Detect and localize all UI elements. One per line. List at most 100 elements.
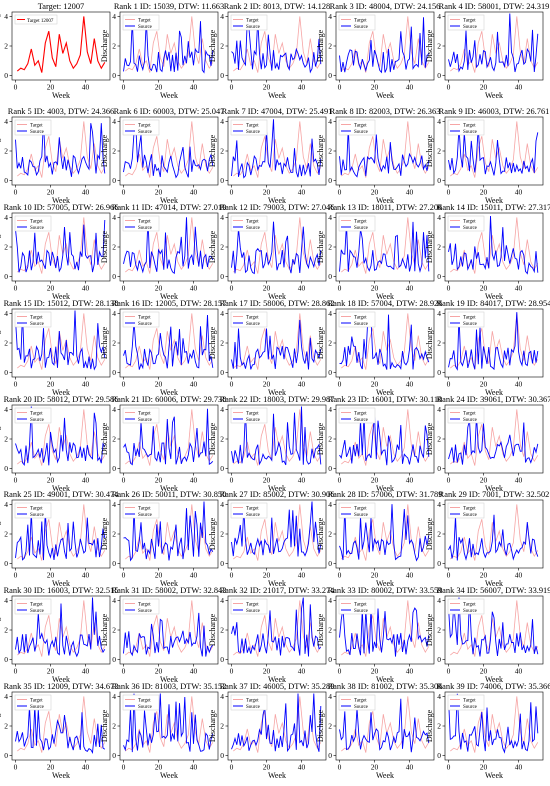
legend-box [14,14,58,25]
x-axis-label: Week [160,292,178,301]
y-tick-label: 0 [328,464,332,473]
y-tick-label: 2 [437,243,441,252]
y-axis-label: Discharge [0,422,1,455]
legend-label: Target [138,699,151,704]
y-axis-label: Discharge [425,422,434,455]
x-tick-label: 20 [155,571,163,580]
source-series-line [231,221,322,275]
x-axis-label: Week [485,292,503,301]
x-tick-label: 20 [480,476,488,485]
x-tick-label: 40 [406,284,414,293]
panel-title: Rank 24 ID: 39061, DTW: 30.367 [437,395,550,404]
x-tick-label: 20 [47,571,55,580]
legend-label: Target [354,220,367,225]
panel-title: Rank 13 ID: 18011, DTW: 27.206 [328,203,443,212]
y-tick-label: 2 [328,243,332,252]
legend-label: Target [463,124,476,129]
legend-label: Source [246,418,261,423]
legend-label: Target [246,507,259,512]
y-tick-label: 4 [4,405,8,414]
panel-title: Rank 37 ID: 46005, DTW: 35.289 [220,682,335,691]
target-series-line [450,409,539,466]
x-tick-label: 40 [298,380,306,389]
x-tick-label: 20 [480,763,488,772]
x-tick-label: 40 [298,476,306,485]
target-series-line [17,504,106,561]
source-series-line [15,705,106,755]
y-tick-label: 0 [328,655,332,664]
y-tick-label: 2 [112,339,116,348]
y-tick-label: 0 [328,368,332,377]
target-series-line [233,504,322,561]
legend-label: Target [30,220,43,225]
x-tick-label: 20 [155,284,163,293]
legend-label: Target [30,124,43,129]
x-tick-label: 0 [14,284,18,293]
x-tick-label: 20 [371,667,379,676]
legend-label: Target [246,220,259,225]
x-tick-label: 40 [82,188,90,197]
legend-label: Target [463,19,476,24]
source-series-line [448,693,539,754]
legend-label: Target [354,603,367,608]
legend-label: Target [246,699,259,704]
target-series-line [125,313,214,370]
rank-panel-39: Rank 39 ID: 74006, DTW: 35.366 0 20 40 0 2 4 We… [425,682,550,780]
y-tick-label: 0 [112,559,116,568]
y-axis-label: Discharge [0,613,1,646]
y-axis-label: Discharge [0,230,1,263]
rank-panel-24: Rank 24 ID: 39061, DTW: 30.367 0 20 40 0 2 4 We… [425,395,550,493]
y-tick-label: 4 [220,117,224,126]
y-tick-label: 4 [4,12,8,21]
x-axis-label: Week [52,771,70,780]
x-axis-label: Week [268,484,286,493]
x-tick-label: 20 [263,188,271,197]
y-tick-label: 4 [112,117,116,126]
legend-label: Source [463,609,478,614]
x-axis-label: Week [52,91,70,100]
x-tick-label: 40 [82,83,90,92]
y-tick-label: 0 [112,751,116,760]
legend-label: Target [354,19,367,24]
y-tick-label: 0 [220,751,224,760]
x-tick-label: 20 [155,476,163,485]
x-axis-label: Week [52,388,70,397]
y-tick-label: 0 [220,368,224,377]
legend-label: Target [246,412,259,417]
x-tick-label: 0 [338,476,342,485]
y-tick-label: 0 [437,272,441,281]
y-tick-label: 2 [220,339,224,348]
x-tick-label: 0 [230,571,234,580]
x-tick-label: 0 [230,667,234,676]
target-series-line [233,313,322,370]
x-tick-label: 20 [480,380,488,389]
legend-label: Target [30,603,43,608]
legend-label: Source [30,705,45,710]
y-tick-label: 2 [4,435,8,444]
target-series-line [233,16,322,73]
legend-label: Source [246,322,261,327]
x-tick-label: 20 [480,571,488,580]
panel-title: Rank 31 ID: 58002, DTW: 32.843 [112,586,227,595]
x-tick-label: 40 [298,284,306,293]
x-axis-label: Week [485,388,503,397]
legend-label: Source [463,418,478,423]
y-axis-label: Discharge [425,613,434,646]
y-axis-label: Discharge [100,29,109,62]
x-tick-label: 0 [338,380,342,389]
y-axis-label: Discharge [316,29,325,62]
y-axis-label: Discharge [425,517,434,550]
